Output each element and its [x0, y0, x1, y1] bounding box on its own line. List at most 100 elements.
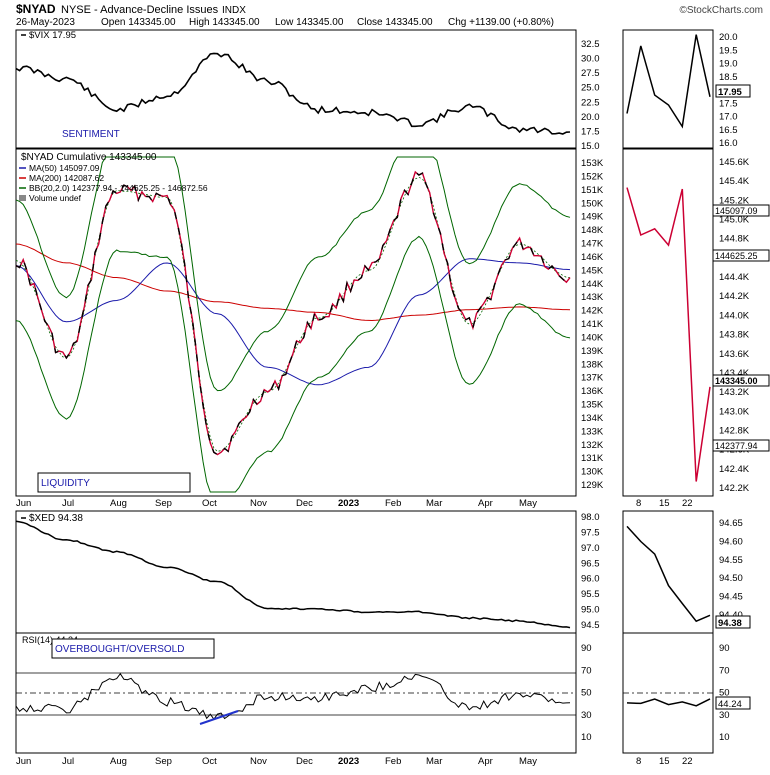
nyad-tick-label: 130K: [581, 467, 604, 478]
bb-legend: BB(20,2.0) 142377.94 - 144625.25 - 14687…: [29, 183, 208, 193]
watermark: ©StockCharts.com: [679, 5, 763, 16]
nyad-ad-line: [15, 170, 571, 456]
ma200-line: [15, 243, 571, 322]
ohlc-open: Open 143345.00: [101, 17, 176, 28]
nyad-tick-label: 152K: [581, 171, 604, 182]
x-axis-zoom-label: 22: [682, 498, 693, 509]
liquidity-tag-box: [37, 472, 191, 493]
nyad-zoom-tick-label: 142.4K: [719, 464, 750, 475]
nyad-tick-label: 144K: [581, 279, 604, 290]
rsi-legend-text: RSI(14) 44.24: [22, 635, 78, 645]
nyad-zoom-tick-label: 144.2K: [719, 291, 750, 302]
nyad-zoom-tick-label: 144.4K: [719, 272, 750, 283]
rsi-zoom-tick-label: 50: [719, 688, 730, 699]
x-axis-zoom-label: 22: [682, 756, 693, 767]
xed-line: [15, 520, 571, 629]
nyad-legend-title: $NYAD Cumulative 143345.00: [21, 152, 157, 163]
rsi-line: [15, 672, 571, 721]
nyad-zoom-tick-label: 145.4K: [719, 176, 750, 187]
nyad-tick-label: 133K: [581, 426, 604, 437]
nyad-tick-label: 142K: [581, 306, 604, 317]
overbought-oversold-tag-box: [51, 638, 215, 659]
nyad-zoom-tick-label: 142.8K: [719, 425, 750, 436]
xed-last-tag: [715, 615, 751, 629]
nyad-tick-label: 136K: [581, 386, 604, 397]
nyad-tick-label: 151K: [581, 185, 604, 196]
x-axis-label: 2023: [338, 756, 359, 767]
xed-zoom-line: [626, 525, 711, 623]
x-axis-zoom-label: 8: [636, 498, 641, 509]
nyad-zoom-tick-label: 144.0K: [719, 310, 750, 321]
x-axis-label: Mar: [426, 756, 442, 767]
bb-mid-value: 144625.25: [715, 251, 758, 261]
nyad-tick-label: 132K: [581, 440, 604, 451]
vix-tick-label: 27.5: [581, 68, 600, 79]
nyad-zoom-tick-label: 142.2K: [719, 483, 750, 494]
rsi-legend: RSI(14) 44.24: [22, 635, 78, 645]
nyad-tick-label: 139K: [581, 346, 604, 357]
x-axis-label: Apr: [478, 756, 493, 767]
nyad-legend: $NYAD Cumulative 143345.00 MA(50) 145097…: [19, 152, 208, 203]
xed-tick-label: 98.0: [581, 512, 600, 523]
rsi-tick-label: 50: [581, 688, 592, 699]
rsi-last-tag: [715, 696, 751, 710]
nyad-tick-label: 146K: [581, 252, 604, 263]
xed-panel: [15, 510, 577, 634]
rsi-tick-label: 90: [581, 643, 592, 654]
vix-tick-label: 17.5: [581, 126, 600, 137]
xed-last-value: 94.38: [718, 618, 742, 629]
vix-zoom-line: [626, 34, 711, 129]
vix-zoom-tick-label: 16.0: [719, 138, 738, 149]
xed-tick-label: 97.5: [581, 527, 600, 538]
nyad-zoom-tick-label: 145.6K: [719, 157, 750, 168]
x-axis-label: May: [519, 498, 537, 509]
ohlc-close: Close 143345.00: [357, 17, 433, 28]
x-axis-label: Aug: [110, 756, 127, 767]
xed-zoom-tick-label: 94.45: [719, 592, 743, 603]
vix-line: [15, 52, 571, 135]
x-axis-label: Mar: [426, 498, 442, 509]
nyad-panel: [15, 148, 577, 497]
bb-lower-value-tag: [712, 439, 770, 452]
nyad-zoom-tick-label: 143.6K: [719, 349, 750, 360]
nyad-zoom-line: [626, 187, 711, 482]
bb-mid-value-tag: [712, 249, 770, 262]
vix-tick-label: 32.5: [581, 39, 600, 50]
nyad-tick-label: 150K: [581, 198, 604, 209]
nyad-tick-label: 137K: [581, 373, 604, 384]
xed-tick-label: 94.5: [581, 620, 600, 631]
x-axis-label: Jul: [62, 756, 74, 767]
rsi-zoom-tick-label: 30: [719, 710, 730, 721]
ohlc-low: Low 143345.00: [275, 17, 344, 28]
x-axis-label: Sep: [155, 756, 172, 767]
axis-tick-labels: 32.5 30.0 27.5 25.0 22.5 20.0 17.5 15.0 20.0 19.5…: [16, 32, 750, 767]
bb-middle-line: [15, 176, 571, 452]
nyad-zoom-tick-label: 145.2K: [719, 195, 750, 206]
x-axis-zoom-label: 15: [659, 498, 670, 509]
rsi-zoom-line: [626, 698, 711, 707]
x-axis-label: Nov: [250, 498, 267, 509]
rsi-zoom-tick-label: 10: [719, 732, 730, 743]
chart-name: NYSE - Advance-Decline Issues: [61, 4, 219, 16]
vix-tick-label: 25.0: [581, 83, 600, 94]
nyad-tick-label: 140K: [581, 332, 604, 343]
vix-zoom-tick-label: 20.0: [719, 32, 738, 43]
nyad-price-line: [15, 170, 571, 456]
x-axis-label: 2023: [338, 498, 359, 509]
x-axis-zoom-label: 15: [659, 756, 670, 767]
rsi-zoom-tick-label: 70: [719, 665, 730, 676]
ohlc-change: Chg +1139.00 (+0.80%): [448, 17, 554, 28]
x-axis-label: Dec: [296, 756, 313, 767]
xed-legend-text: $XED 94.38: [29, 513, 83, 524]
ma50-value: 145097.09: [715, 206, 758, 216]
vix-zoom-tick-label: 16.5: [719, 125, 738, 136]
xed-tick-label: 97.0: [581, 543, 600, 554]
ma50-line: [15, 258, 571, 386]
x-axis-label: Oct: [202, 498, 217, 509]
xed-zoom-tick-label: 94.65: [719, 518, 743, 529]
rsi-tick-label: 30: [581, 710, 592, 721]
nyad-tick-label: 147K: [581, 239, 604, 250]
nyad-tick-label: 143K: [581, 292, 604, 303]
vix-zoom-panel: [622, 29, 714, 149]
